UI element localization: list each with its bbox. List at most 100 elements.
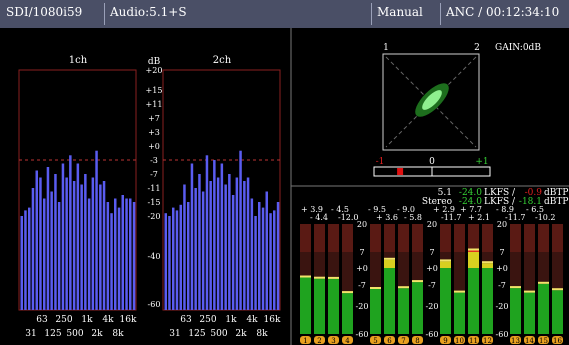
rta-bar: [239, 150, 242, 310]
channel-number-badge: [370, 336, 381, 344]
lissajous-trace-core: [422, 90, 442, 110]
status-divider: [371, 3, 372, 25]
rta-bar: [114, 198, 117, 310]
lissajous-left-label: 1: [383, 43, 389, 53]
rta-scale-tick: -20: [148, 212, 161, 221]
rta-freq-label: 4k: [102, 315, 114, 325]
rta-freq-label: 2k: [235, 329, 247, 339]
meter-scale-tick: +0: [356, 264, 368, 273]
rta-bar: [110, 213, 113, 310]
meter-scale-tick: -7: [428, 281, 436, 290]
rta-scale-tick: +7: [148, 114, 160, 123]
rta-bar: [175, 210, 179, 310]
rta-bar: [72, 181, 76, 310]
status-divider: [104, 3, 105, 25]
channel-number: 11: [469, 337, 478, 345]
meter-scale-tick: 20: [497, 220, 507, 229]
meter-scale-tick: +0: [496, 264, 508, 273]
rta-bar: [194, 188, 197, 310]
meter-track-over: [300, 224, 311, 252]
channel-number: 5: [373, 337, 377, 345]
channel-number-badge: [440, 336, 451, 344]
meter-track: [510, 224, 521, 334]
rta-bar: [61, 163, 65, 310]
peak-readout: + 2.1: [468, 213, 490, 222]
meter-level: [342, 293, 353, 334]
channel-number-badge: [524, 336, 535, 344]
video-format: SDI/1080i59: [6, 5, 83, 19]
meter-peak-hold: [342, 291, 353, 294]
rta-bar: [20, 216, 23, 310]
rta-bar: [129, 198, 132, 310]
rta-bar: [224, 184, 227, 310]
rta-bar: [273, 210, 276, 310]
meter-scale-tick: -20: [356, 302, 369, 311]
rta-bar: [269, 213, 272, 310]
rta-freq-label: 31: [25, 329, 36, 339]
rta-freq-label: 31: [169, 329, 180, 339]
meter-scale-tick: -20: [496, 302, 509, 311]
meter-peak-hold: [510, 286, 521, 289]
channel-number: 13: [511, 337, 520, 345]
peak-readout: - 6.5: [526, 205, 544, 214]
audio-mode: Audio:5.1+S: [110, 5, 187, 19]
meter-track-over: [510, 224, 521, 252]
meter-peak-hold: [552, 288, 563, 291]
rta-bar: [31, 188, 35, 310]
peak-readout: - 5.8: [404, 213, 422, 222]
meter-scale-tick: +0: [426, 264, 438, 273]
peak-readout: - 9.0: [397, 205, 415, 214]
rta-bar: [201, 191, 205, 310]
channel-number-badge: [314, 336, 325, 344]
loudness-row2-name: Stereo: [422, 197, 452, 207]
rta-bar: [57, 202, 61, 310]
rta-bar: [87, 198, 91, 310]
rta-bar: [102, 181, 106, 310]
meter-track-over: [454, 224, 465, 252]
rta-bar: [198, 174, 201, 310]
rta-freq-label: 63: [180, 315, 192, 325]
peak-readout: - 4.4: [310, 213, 328, 222]
rta-db-label: dB: [148, 57, 161, 67]
meter-track: [370, 224, 381, 334]
channel-number-badge: [398, 336, 409, 344]
meter-peak-hold: [398, 286, 409, 289]
rta-bar: [99, 184, 102, 310]
meter-scale-tick: -60: [426, 330, 439, 339]
meter-track-over: [370, 224, 381, 252]
rta-bar: [220, 163, 224, 310]
meter-scale-tick: 7: [359, 248, 364, 257]
channel-number-badge: [482, 336, 493, 344]
measure-mode: Manual: [377, 5, 423, 19]
correlation-mid-label: 0: [429, 157, 435, 167]
meter-track: [398, 224, 409, 334]
rta-scale-tick: +3: [148, 128, 160, 137]
peak-readout: + 3.6: [376, 213, 398, 222]
rta-freq-label: 16k: [264, 315, 281, 325]
meter-track-over: [384, 224, 395, 252]
rta-scale-tick: +11: [146, 100, 163, 109]
meter-scale-tick: 7: [499, 248, 504, 257]
rta-bar: [84, 174, 87, 310]
rta-freq-label: 2k: [91, 329, 103, 339]
rta-freq-label: 4k: [246, 315, 258, 325]
meter-peak-hold: [412, 280, 423, 283]
meter-level: [300, 277, 311, 334]
meter-level: [468, 268, 479, 334]
meter-level: [398, 288, 409, 334]
meter-level: [454, 292, 465, 334]
rta-bar: [183, 184, 186, 310]
meter-scale-tick: -7: [358, 281, 366, 290]
lissajous-gain: GAIN:0dB: [495, 43, 541, 53]
rta-freq-label: 1k: [81, 315, 93, 325]
meter-level: [440, 268, 451, 334]
rta-bar: [117, 207, 121, 310]
rta-scale: +20 +15 +11 +7 +3 +0 -3 -7 -11 -15 -20 -40 -60: [146, 66, 163, 309]
rta-bar: [265, 191, 268, 310]
lissajous-panel: 1 2 GAIN:0dB -1 0 +1: [373, 43, 541, 177]
channel-number-badge: [412, 336, 423, 344]
meter-peak-hold: [482, 261, 493, 264]
meter-track-over: [468, 224, 479, 252]
correlation-indicator: [397, 168, 404, 175]
meter-peak-hold: [524, 290, 535, 293]
